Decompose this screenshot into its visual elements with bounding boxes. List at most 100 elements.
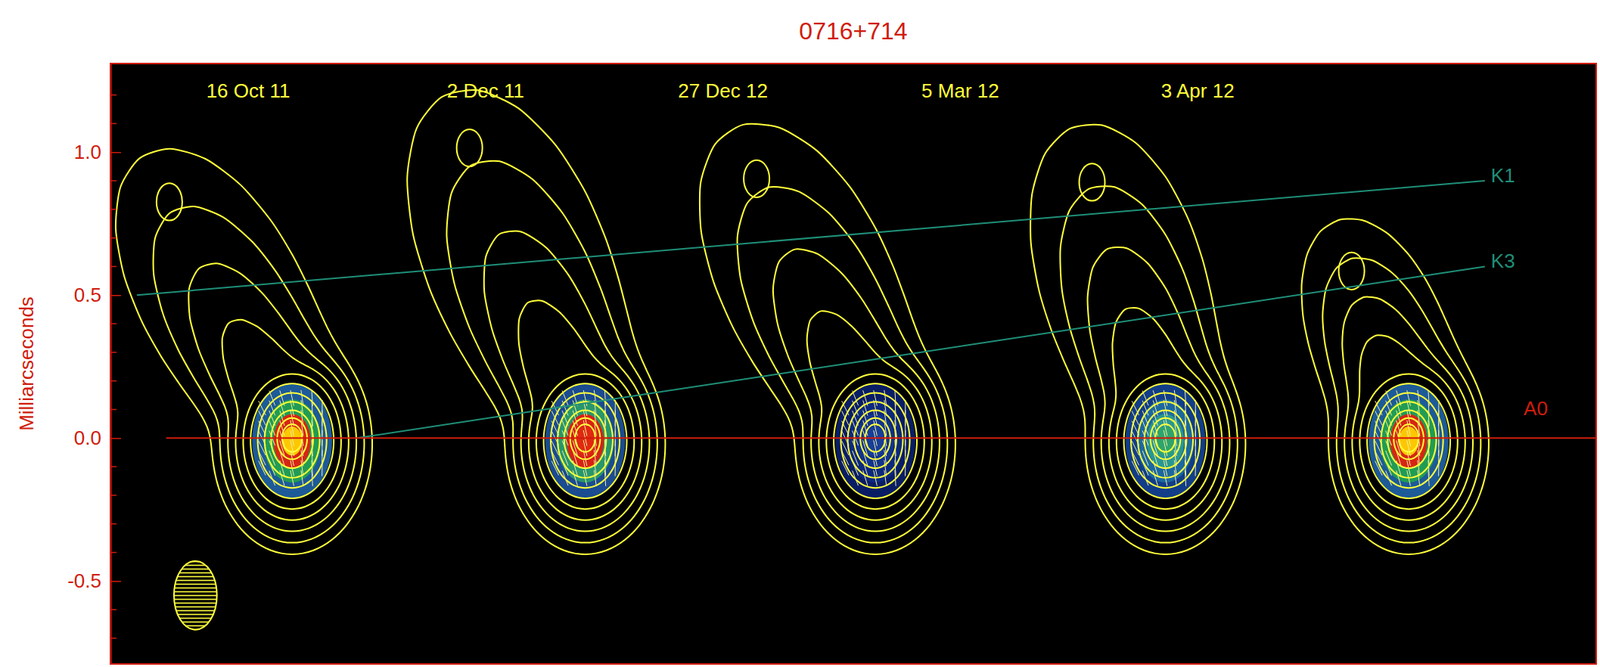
- contour: [1130, 393, 1200, 489]
- tick: -0.5: [67, 569, 122, 593]
- contour: [848, 401, 904, 479]
- epoch-label: 5 Mar 12: [921, 79, 1000, 103]
- minor-tick: [110, 180, 117, 182]
- contour: [841, 393, 911, 489]
- polarization-fill: [1146, 413, 1184, 468]
- minor-tick: [110, 237, 117, 240]
- component-label: K1: [1491, 164, 1516, 187]
- contour: [1381, 401, 1437, 479]
- polarization-vector: [604, 390, 606, 407]
- polarization-fill: [1398, 426, 1419, 456]
- polarization-fill: [856, 413, 894, 468]
- epoch-label: 2 Dec 11: [447, 79, 525, 103]
- contour: [270, 410, 314, 469]
- contour: [1351, 335, 1465, 520]
- polarization-fill: [835, 382, 916, 500]
- plot-background: [110, 63, 1597, 665]
- contour: [826, 374, 924, 510]
- contour: [1374, 393, 1444, 489]
- contour: [257, 393, 327, 489]
- axis-line: [110, 64, 112, 665]
- contour: [1087, 247, 1231, 532]
- polarization-fill: [846, 399, 905, 483]
- plot-frame: [110, 63, 1597, 665]
- contour: [1124, 383, 1208, 499]
- polarization-vector: [1184, 390, 1186, 407]
- tick-mark: [110, 580, 122, 583]
- contour: [484, 231, 650, 532]
- epoch-label: 16 Oct 11: [206, 79, 291, 103]
- contour: [1359, 374, 1458, 510]
- polarization-fill: [273, 413, 311, 468]
- tick-mark: [110, 438, 122, 440]
- tick-label: 0.0: [74, 426, 102, 450]
- trajectory-line: [136, 180, 1486, 296]
- trajectory-line: [356, 266, 1485, 439]
- trajectory-line: [166, 437, 1597, 439]
- polarization-vector: [311, 390, 313, 407]
- contour: [156, 183, 183, 221]
- contour: [406, 90, 665, 555]
- contour: [536, 374, 634, 510]
- polarization-fill: [545, 382, 626, 500]
- contour: [854, 410, 897, 469]
- contour: [1144, 410, 1187, 469]
- minor-tick: [110, 266, 117, 268]
- polarization-fill: [251, 382, 333, 500]
- contour: [1339, 252, 1365, 290]
- contour: [250, 383, 334, 499]
- epoch-image: [1301, 218, 1489, 555]
- minor-tick: [110, 351, 117, 354]
- epoch-image: [115, 149, 373, 555]
- polarization-fill: [556, 399, 615, 483]
- minor-tick: [110, 409, 117, 411]
- polarization-fill: [1390, 413, 1428, 468]
- contour: [115, 149, 373, 555]
- contour: [446, 161, 657, 544]
- contour: [1079, 163, 1106, 201]
- chart: 1.00.50.0-0.50716+714Milliarcseconds16 O…: [0, 0, 1600, 667]
- minor-tick: [110, 494, 117, 497]
- contour: [1116, 374, 1215, 510]
- contour: [1030, 124, 1246, 555]
- contour: [564, 410, 607, 469]
- polarization-fill: [282, 426, 302, 456]
- polarization-fill: [1379, 399, 1438, 483]
- minor-tick: [110, 323, 117, 325]
- contour: [1109, 307, 1222, 521]
- tick-mark: [110, 152, 122, 154]
- polarization-fill: [1137, 399, 1195, 483]
- contour: [833, 383, 917, 499]
- minor-tick: [110, 208, 117, 211]
- tick: 0.5: [74, 283, 122, 307]
- contour: [1137, 401, 1194, 479]
- minor-tick: [110, 637, 117, 640]
- contour: [153, 206, 365, 544]
- y-axis: 1.0 0.5 0.0 -0.5: [67, 64, 122, 665]
- epoch-image: [406, 90, 665, 555]
- contour: [188, 263, 357, 532]
- contour: [543, 383, 628, 499]
- epoch-image: [1030, 124, 1246, 555]
- contour: [242, 374, 341, 510]
- contour: [264, 401, 320, 479]
- minor-tick: [110, 608, 117, 611]
- minor-tick: [110, 523, 117, 526]
- polarization-fill: [865, 426, 886, 456]
- epoch-label: 3 Apr 12: [1161, 79, 1235, 103]
- axis-title: Milliarcseconds: [15, 296, 38, 432]
- tick: 1.0: [74, 140, 122, 164]
- minor-tick: [110, 94, 117, 97]
- contour: [699, 124, 956, 555]
- contour: [773, 248, 940, 532]
- epoch-image: [699, 124, 956, 555]
- contour: [807, 310, 933, 520]
- contour: [557, 401, 613, 479]
- polarization-fill: [263, 399, 321, 483]
- polarization-fill: [566, 413, 604, 468]
- minor-tick: [110, 552, 117, 554]
- polarization-vector: [1428, 390, 1430, 407]
- beam: [173, 561, 218, 631]
- minor-tick: [110, 466, 117, 468]
- tick-label: -0.5: [67, 569, 102, 593]
